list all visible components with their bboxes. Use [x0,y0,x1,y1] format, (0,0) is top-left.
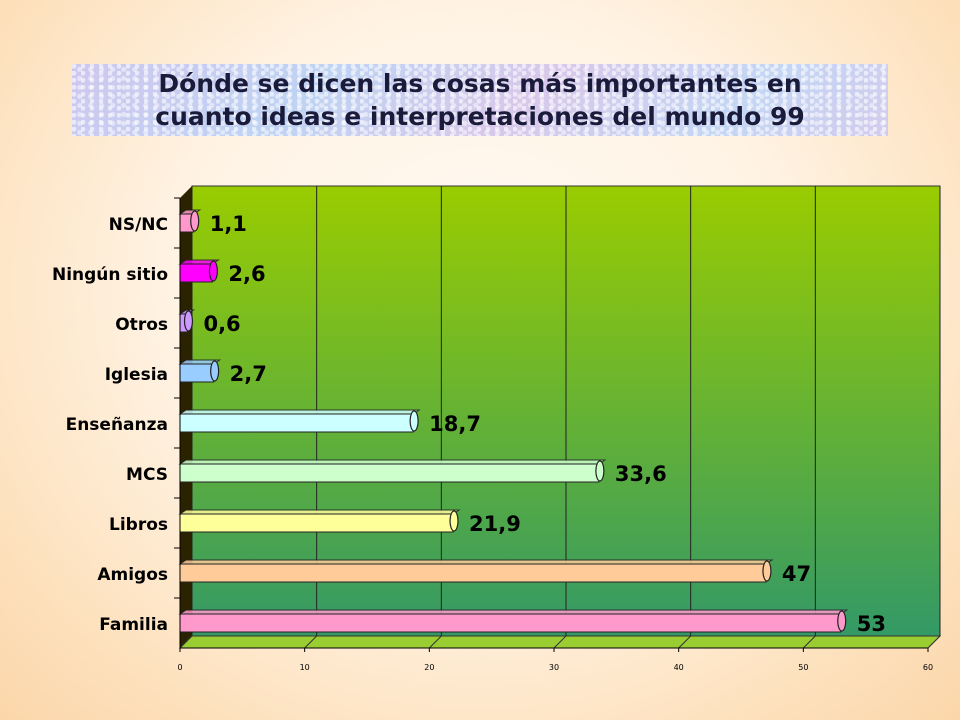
bar-end-cap [595,460,605,482]
bar-top [178,559,774,565]
data-label: 47 [782,562,811,586]
x-tick-label: 40 [674,663,684,672]
bar [179,513,454,533]
data-label: 18,7 [429,412,481,436]
bar [179,463,600,483]
bar [179,363,215,383]
bar [179,263,213,283]
data-label: 0,6 [203,312,240,336]
x-tick-label: 0 [177,663,182,672]
chart-title: Dónde se dicen las cosas más importantes… [155,69,805,131]
bar [179,413,414,433]
bar-end-cap [837,610,847,632]
category-label: Enseñanza [66,415,168,435]
bar-top [178,409,421,415]
floor-gridline [179,635,193,649]
bar-end-cap [210,360,220,382]
category-label: MCS [126,465,168,485]
floor-gridline [304,635,318,649]
data-label: 33,6 [615,462,667,486]
bar-end-cap [762,560,772,582]
category-label: Iglesia [105,365,168,385]
x-tick-label: 30 [549,663,559,672]
floor-gridline [553,635,567,649]
bar-end-cap [190,210,200,232]
category-label: Libros [109,515,168,535]
data-label: 1,1 [210,212,247,236]
bar-end-cap [208,260,219,282]
bar-end-cap [449,510,459,532]
floor-gridline [802,635,816,649]
floor-gridline [927,635,941,649]
floor-gridline [428,635,442,649]
bar-top [178,609,849,615]
category-label: Ningún sitio [52,265,168,285]
x-tick-label: 20 [424,663,434,672]
data-label: 2,6 [228,262,265,286]
category-label: NS/NC [109,215,168,235]
bar-end-cap [409,410,419,432]
bar-top [178,509,461,515]
title-banner: Dónde se dicen las cosas más importantes… [72,64,888,136]
bar [179,613,842,633]
category-label: Amigos [97,565,168,585]
bar-top [178,459,607,465]
x-tick-label: 60 [923,663,933,672]
category-label: Familia [99,615,168,635]
data-label: 2,7 [230,362,267,386]
x-tick-label: 50 [798,663,808,672]
x-tick-label: 10 [300,663,310,672]
bar [179,563,767,583]
floor-gridline [678,635,692,649]
category-label: Otros [115,315,168,335]
bar-end-cap [183,310,194,332]
data-label: 53 [857,612,886,636]
data-label: 21,9 [469,512,521,536]
